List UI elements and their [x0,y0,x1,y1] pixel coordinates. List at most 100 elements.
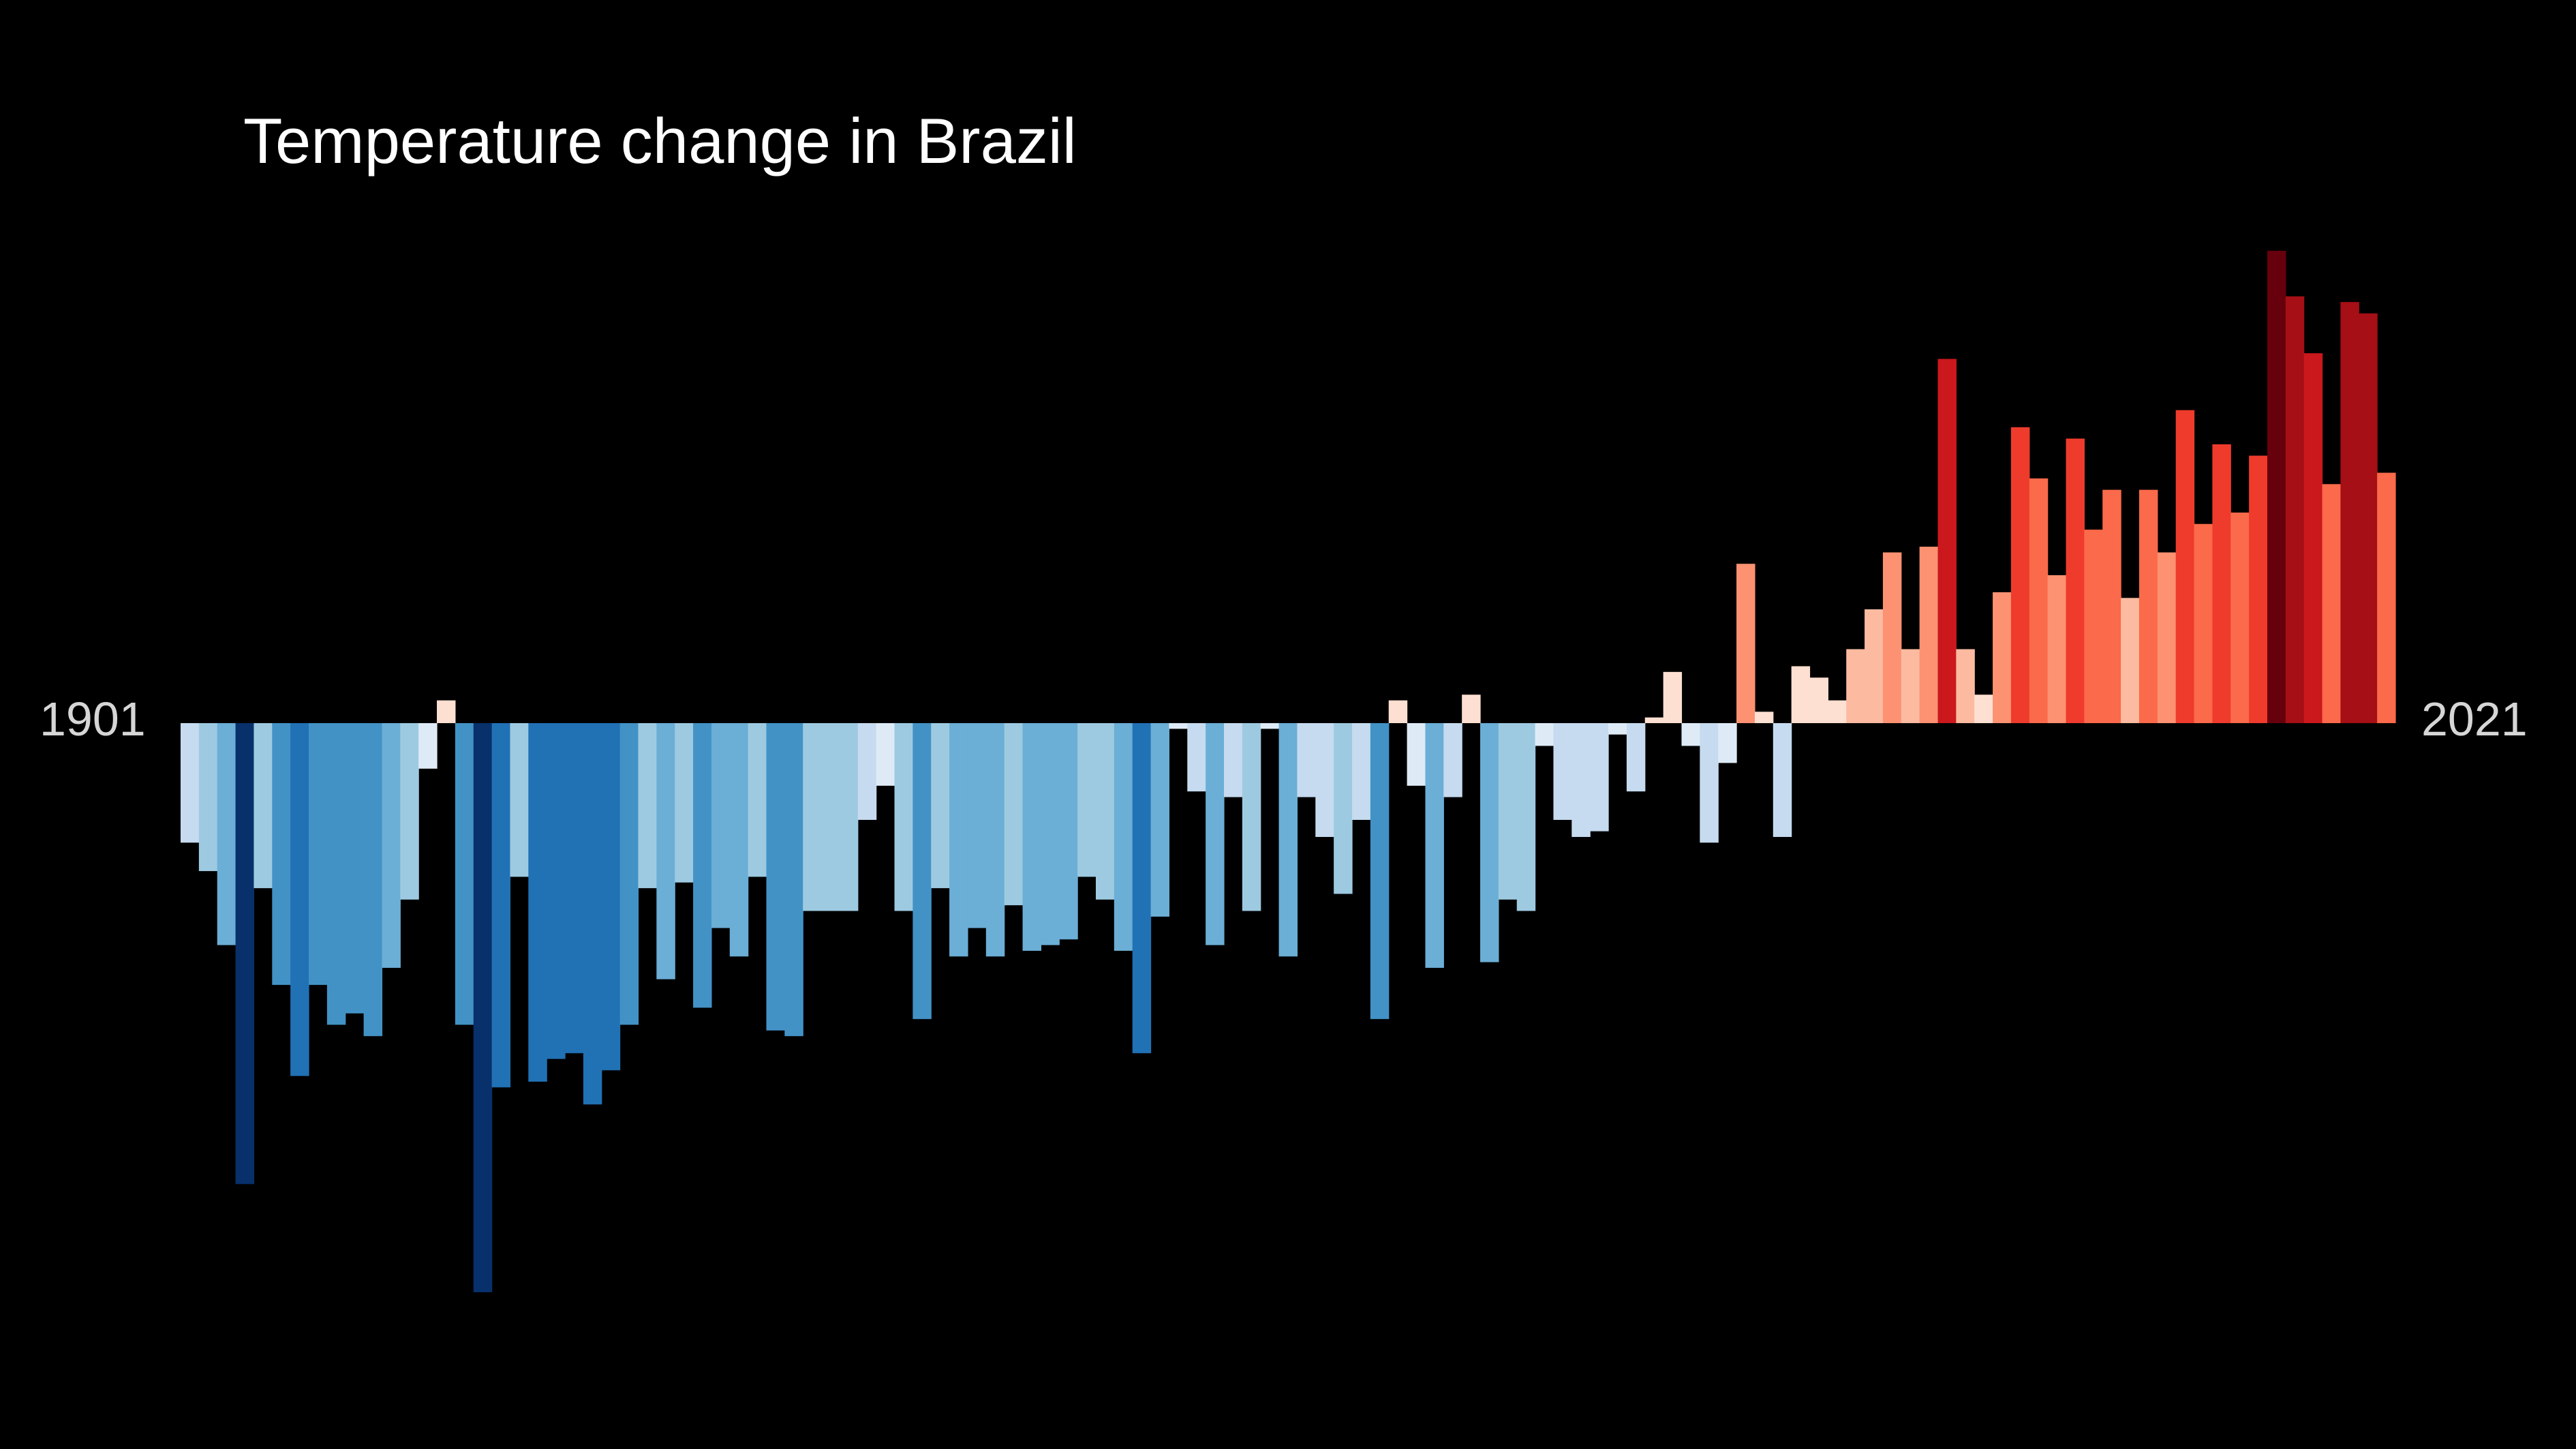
bar-2007 [2121,598,2140,723]
start-year-label: 1901 [40,692,146,746]
bar-1995 [1901,649,1920,723]
bar-1947 [1022,723,1041,951]
bar-1975 [1535,723,1554,746]
bar-2001 [2010,427,2030,723]
bar-2004 [2066,438,2085,723]
bar-1974 [1516,723,1536,911]
bar-1921 [547,723,566,1059]
bar-1996 [1919,547,1939,723]
bar-1925 [619,723,639,1025]
bar-1904 [235,723,255,1185]
bar-1968 [1407,723,1426,786]
bar-2000 [1993,592,2012,723]
bar-1940 [894,723,913,911]
bar-1907 [290,723,309,1076]
bar-1905 [254,723,273,889]
bar-1949 [1059,723,1078,940]
bar-2021 [2377,472,2396,723]
bar-1972 [1480,723,1499,962]
bar-2014 [2249,455,2268,723]
bar-1915 [437,700,456,723]
bar-2013 [2230,513,2250,723]
bar-1932 [748,723,767,877]
bar-1910 [345,723,365,1013]
bar-1982 [1663,671,1683,723]
bar-1933 [766,723,785,1031]
bar-2006 [2102,489,2121,723]
bar-1964 [1334,723,1353,894]
bar-1977 [1571,723,1591,837]
bar-2011 [2194,523,2213,723]
bar-2019 [2340,302,2359,724]
bar-1936 [821,723,840,911]
bar-2016 [2285,296,2305,723]
bar-1939 [876,723,895,786]
bar-1902 [198,723,218,872]
bar-2018 [2322,484,2342,723]
bar-1984 [1700,723,1719,843]
bar-1913 [400,723,419,900]
bar-1943 [949,723,968,957]
bar-1920 [528,723,547,1082]
bar-1951 [1095,723,1115,900]
bar-1980 [1626,723,1646,792]
bar-1937 [839,723,859,911]
bar-1953 [1132,723,1152,1054]
bar-1919 [510,723,529,877]
bar-1973 [1498,723,1518,900]
bar-1990 [1809,677,1828,723]
bar-2012 [2212,444,2231,723]
bar-1935 [803,723,822,911]
bar-1934 [784,723,803,1037]
bar-1923 [583,723,602,1105]
bar-1958 [1223,723,1243,797]
bar-1959 [1242,723,1261,911]
bar-1963 [1315,723,1334,837]
bar-2015 [2267,250,2286,723]
end-year-label: 2021 [2421,692,2528,746]
bar-1952 [1114,723,1133,951]
bar-1906 [272,723,291,986]
bar-1966 [1370,723,1390,1020]
bar-1950 [1077,723,1097,877]
bar-1944 [967,723,987,928]
bar-1961 [1278,723,1298,957]
bar-1941 [913,723,932,1020]
bar-1992 [1846,649,1865,723]
bar-1938 [857,723,877,820]
bar-1999 [1974,695,1993,723]
bar-1957 [1206,723,1225,945]
bar-1965 [1352,723,1371,820]
bar-1903 [217,723,236,945]
bar-1917 [473,723,493,1292]
bar-1978 [1590,723,1609,832]
bar-2020 [2359,313,2378,723]
chart-title: Temperature change in Brazil [243,105,1077,177]
bar-1901 [181,723,200,843]
bar-1930 [711,723,731,928]
bar-1945 [985,723,1005,957]
bar-1928 [675,723,694,883]
bar-1971 [1462,695,1481,723]
bar-1998 [1956,649,1975,723]
bar-1991 [1828,700,1847,723]
bar-1997 [1937,359,1957,723]
bar-1927 [656,723,675,979]
bar-1986 [1736,564,1755,723]
bar-1924 [601,723,621,1071]
bar-2010 [2175,410,2195,723]
bar-1918 [491,723,511,1088]
bar-1912 [382,723,401,968]
bar-2002 [2029,478,2049,723]
bar-1929 [693,723,712,1008]
bar-1908 [309,723,328,986]
bar-1989 [1791,666,1811,723]
bar-1931 [729,723,749,957]
bar-1942 [931,723,950,889]
bar-1954 [1150,723,1170,917]
bar-2003 [2047,575,2067,723]
bar-1955 [1169,723,1188,729]
bar-1909 [326,723,346,1025]
